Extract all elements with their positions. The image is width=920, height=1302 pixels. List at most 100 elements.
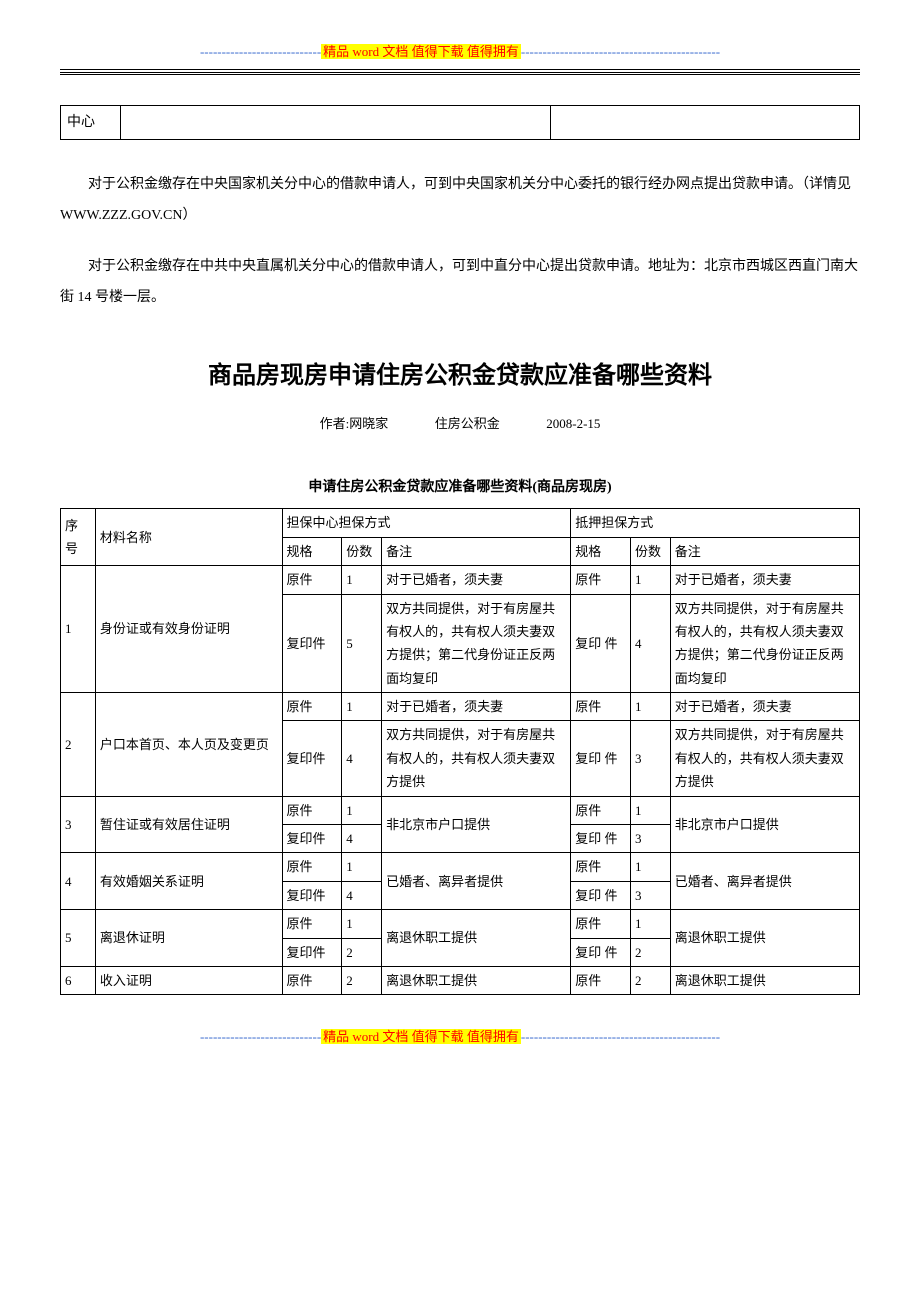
materials-table: 序号 材料名称 担保中心担保方式 抵押担保方式 规格 份数 备注 规格 份数 备… bbox=[60, 508, 860, 995]
cell-seq: 1 bbox=[61, 566, 96, 693]
cell-spec: 复印 件 bbox=[571, 825, 631, 853]
cell-count: 2 bbox=[342, 938, 382, 966]
cell-seq: 2 bbox=[61, 693, 96, 797]
cell-empty bbox=[551, 106, 860, 140]
cell-count: 1 bbox=[342, 693, 382, 721]
cell-center: 中心 bbox=[61, 106, 121, 140]
cell-spec: 复印 件 bbox=[571, 721, 631, 796]
cell-note: 非北京市户口提供 bbox=[670, 796, 859, 853]
cell-count: 1 bbox=[342, 910, 382, 938]
header-method2: 抵押担保方式 bbox=[571, 509, 860, 537]
cell-count: 2 bbox=[630, 938, 670, 966]
table-row: 5 离退休证明 原件 1 离退休职工提供 原件 1 离退休职工提供 bbox=[61, 910, 860, 938]
header-spec: 规格 bbox=[571, 537, 631, 565]
cell-note: 已婚者、离异者提供 bbox=[670, 853, 859, 910]
cell-spec: 复印件 bbox=[282, 594, 342, 693]
page-title: 商品房现房申请住房公积金贷款应准备哪些资料 bbox=[60, 354, 860, 397]
cell-spec: 原件 bbox=[282, 853, 342, 881]
cell-count: 4 bbox=[342, 721, 382, 796]
header-note: 备注 bbox=[670, 537, 859, 565]
top-small-table: 中心 bbox=[60, 105, 860, 140]
footer-banner: ----------------------------精品 word 文档 值… bbox=[60, 1025, 860, 1075]
table-row: 3 暂住证或有效居住证明 原件 1 非北京市户口提供 原件 1 非北京市户口提供 bbox=[61, 796, 860, 824]
cell-count: 4 bbox=[342, 881, 382, 909]
cell-spec: 原件 bbox=[571, 910, 631, 938]
author-name: 网晓家 bbox=[349, 416, 388, 431]
cell-spec: 原件 bbox=[571, 566, 631, 594]
top-banner: ----------------------------精品 word 文档 值… bbox=[60, 40, 860, 65]
cell-seq: 4 bbox=[61, 853, 96, 910]
meta-line: 作者:网晓家 住房公积金 2008-2-15 bbox=[60, 412, 860, 435]
cell-note: 已婚者、离异者提供 bbox=[382, 853, 571, 910]
cell-spec: 复印件 bbox=[282, 825, 342, 853]
cell-count: 1 bbox=[342, 566, 382, 594]
cell-count: 1 bbox=[342, 853, 382, 881]
cell-name: 身份证或有效身份证明 bbox=[95, 566, 282, 693]
cell-empty bbox=[121, 106, 551, 140]
cell-seq: 5 bbox=[61, 910, 96, 967]
cell-count: 2 bbox=[342, 966, 382, 994]
author-label: 作者: bbox=[320, 416, 350, 431]
header-seq: 序号 bbox=[61, 509, 96, 566]
cell-count: 1 bbox=[630, 693, 670, 721]
cell-spec: 复印 件 bbox=[571, 938, 631, 966]
table-row: 6 收入证明 原件 2 离退休职工提供 原件 2 离退休职工提供 bbox=[61, 966, 860, 994]
cell-spec: 原件 bbox=[571, 693, 631, 721]
date: 2008-2-15 bbox=[546, 416, 600, 431]
cell-note: 双方共同提供，对于有房屋共有权人的，共有权人须夫妻双方提供 bbox=[670, 721, 859, 796]
cell-spec: 原件 bbox=[282, 693, 342, 721]
header-count: 份数 bbox=[342, 537, 382, 565]
cell-spec: 复印 件 bbox=[571, 594, 631, 693]
cell-note: 双方共同提供，对于有房屋共有权人的，共有权人须夫妻双方提供 bbox=[382, 721, 571, 796]
table-caption: 申请住房公积金贷款应准备哪些资料(商品房现房) bbox=[60, 475, 860, 500]
cell-note: 离退休职工提供 bbox=[382, 910, 571, 967]
cell-spec: 原件 bbox=[282, 910, 342, 938]
cell-spec: 复印件 bbox=[282, 938, 342, 966]
cell-note: 离退休职工提供 bbox=[382, 966, 571, 994]
cell-spec: 原件 bbox=[571, 796, 631, 824]
header-row-1: 序号 材料名称 担保中心担保方式 抵押担保方式 bbox=[61, 509, 860, 537]
cell-count: 1 bbox=[630, 566, 670, 594]
cell-count: 1 bbox=[342, 796, 382, 824]
cell-seq: 6 bbox=[61, 966, 96, 994]
cell-spec: 原件 bbox=[282, 566, 342, 594]
cell-note: 双方共同提供，对于有房屋共有权人的，共有权人须夫妻双方提供；第二代身份证正反两面… bbox=[382, 594, 571, 693]
banner-text: 精品 word 文档 值得下载 值得拥有 bbox=[321, 44, 521, 59]
cell-note: 对于已婚者，须夫妻 bbox=[670, 693, 859, 721]
cell-spec: 原件 bbox=[571, 966, 631, 994]
cell-count: 3 bbox=[630, 825, 670, 853]
cell-spec: 原件 bbox=[282, 966, 342, 994]
table-row: 1 身份证或有效身份证明 原件 1 对于已婚者，须夫妻 原件 1 对于已婚者，须… bbox=[61, 566, 860, 594]
paragraph-1: 对于公积金缴存在中央国家机关分中心的借款申请人，可到中央国家机关分中心委托的银行… bbox=[60, 170, 860, 232]
cell-seq: 3 bbox=[61, 796, 96, 853]
cell-count: 4 bbox=[630, 594, 670, 693]
cell-name: 暂住证或有效居住证明 bbox=[95, 796, 282, 853]
cell-count: 3 bbox=[630, 881, 670, 909]
cell-spec: 复印件 bbox=[282, 721, 342, 796]
cell-count: 4 bbox=[342, 825, 382, 853]
banner-text: 精品 word 文档 值得下载 值得拥有 bbox=[321, 1029, 521, 1044]
cell-spec: 复印件 bbox=[282, 881, 342, 909]
cell-name: 收入证明 bbox=[95, 966, 282, 994]
cell-count: 3 bbox=[630, 721, 670, 796]
divider-thin bbox=[60, 69, 860, 70]
header-method1: 担保中心担保方式 bbox=[282, 509, 571, 537]
cell-spec: 复印 件 bbox=[571, 881, 631, 909]
cell-spec: 原件 bbox=[571, 853, 631, 881]
cell-note: 对于已婚者，须夫妻 bbox=[670, 566, 859, 594]
cell-note: 非北京市户口提供 bbox=[382, 796, 571, 853]
cell-count: 2 bbox=[630, 966, 670, 994]
cell-count: 5 bbox=[342, 594, 382, 693]
header-material: 材料名称 bbox=[95, 509, 282, 566]
header-note: 备注 bbox=[382, 537, 571, 565]
cell-count: 1 bbox=[630, 796, 670, 824]
cell-name: 户口本首页、本人页及变更页 bbox=[95, 693, 282, 797]
cell-note: 对于已婚者，须夫妻 bbox=[382, 566, 571, 594]
cell-note: 对于已婚者，须夫妻 bbox=[382, 693, 571, 721]
cell-note: 离退休职工提供 bbox=[670, 910, 859, 967]
cell-spec: 原件 bbox=[282, 796, 342, 824]
cell-note: 离退休职工提供 bbox=[670, 966, 859, 994]
header-count: 份数 bbox=[630, 537, 670, 565]
cell-count: 1 bbox=[630, 910, 670, 938]
category: 住房公积金 bbox=[435, 416, 500, 431]
